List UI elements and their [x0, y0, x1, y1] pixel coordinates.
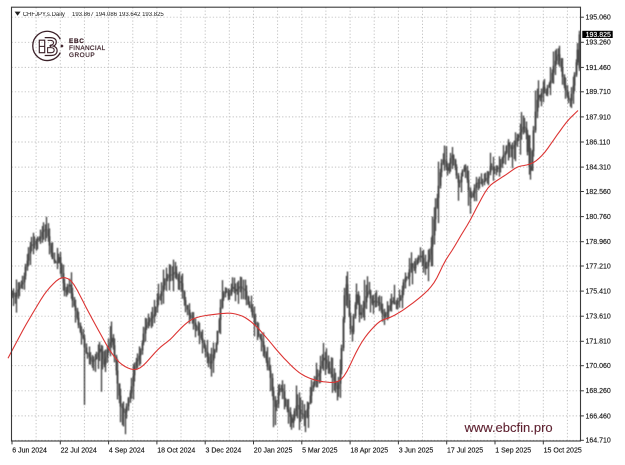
svg-text:22 Jul 2024: 22 Jul 2024 [61, 447, 97, 454]
svg-text:FINANCIAL: FINANCIAL [69, 45, 106, 52]
svg-text:191.460: 191.460 [586, 65, 611, 72]
svg-text:6 Jun 2024: 6 Jun 2024 [12, 447, 47, 454]
svg-text:GROUP: GROUP [69, 52, 95, 59]
svg-text:18 Apr 2025: 18 Apr 2025 [350, 447, 388, 454]
svg-text:171.810: 171.810 [586, 339, 611, 346]
svg-text:3 Dec 2024: 3 Dec 2024 [206, 447, 242, 454]
svg-text:15 Oct 2025: 15 Oct 2025 [544, 447, 582, 454]
svg-text:195.060: 195.060 [586, 15, 611, 22]
svg-text:5 Mar 2025: 5 Mar 2025 [302, 447, 338, 454]
svg-text:186.110: 186.110 [586, 139, 611, 146]
svg-text:18 Oct 2024: 18 Oct 2024 [157, 447, 195, 454]
svg-text:178.960: 178.960 [586, 239, 611, 246]
svg-text:187.910: 187.910 [586, 114, 611, 121]
svg-text:4 Sep 2024: 4 Sep 2024 [109, 447, 145, 454]
svg-text:189.710: 189.710 [586, 89, 611, 96]
svg-text:170.060: 170.060 [586, 363, 611, 370]
svg-text:3 Jun 2025: 3 Jun 2025 [399, 447, 434, 454]
svg-text:193.825: 193.825 [586, 32, 611, 39]
svg-text:17 Jul 2025: 17 Jul 2025 [447, 447, 483, 454]
svg-text:177.210: 177.210 [586, 263, 611, 270]
svg-text:164.710: 164.710 [586, 438, 611, 445]
svg-text:168.260: 168.260 [586, 388, 611, 395]
svg-text:180.760: 180.760 [586, 214, 611, 221]
svg-text:193.260: 193.260 [586, 40, 611, 47]
svg-text:184.310: 184.310 [586, 165, 611, 172]
svg-text:EBC: EBC [69, 38, 85, 45]
svg-text:1 Sep 2025: 1 Sep 2025 [495, 447, 531, 454]
svg-text:20 Jan 2025: 20 Jan 2025 [254, 447, 293, 454]
svg-text:175.410: 175.410 [586, 289, 611, 296]
svg-text:166.460: 166.460 [586, 413, 611, 420]
svg-text:www.ebcfin.pro: www.ebcfin.pro [464, 420, 553, 435]
svg-text:173.610: 173.610 [586, 314, 611, 321]
svg-text:182.560: 182.560 [586, 189, 611, 196]
